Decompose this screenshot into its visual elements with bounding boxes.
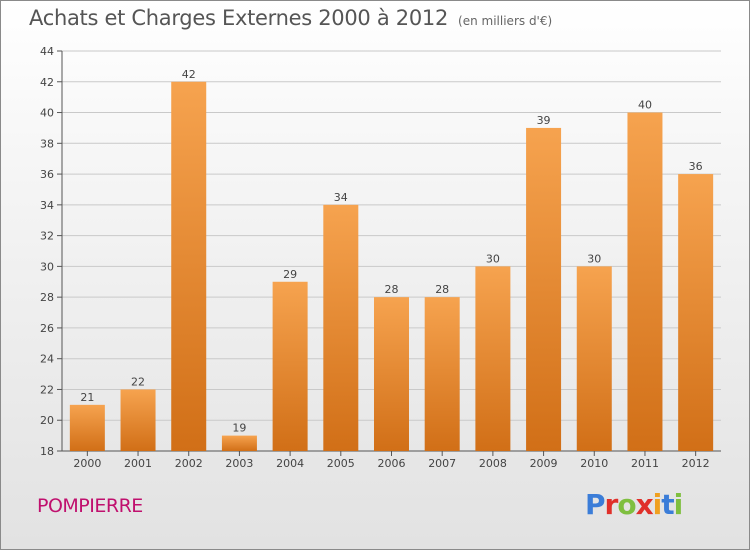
y-tick-label: 30 (40, 260, 54, 273)
logo-letter: x (635, 488, 654, 521)
logo-letter: o (617, 488, 636, 521)
x-tick-label: 2003 (225, 457, 253, 470)
x-tick-label: 2005 (327, 457, 355, 470)
data-label: 30 (486, 252, 500, 265)
data-label: 39 (537, 114, 551, 127)
bar (323, 204, 359, 451)
data-label: 34 (334, 191, 348, 204)
y-tick-label: 34 (40, 199, 54, 212)
data-label: 19 (232, 422, 246, 435)
x-tick-label: 2011 (631, 457, 659, 470)
logo-letter: t (661, 488, 674, 521)
data-label: 40 (638, 99, 652, 112)
x-tick-label: 2004 (276, 457, 304, 470)
bar (475, 266, 511, 451)
y-tick-label: 38 (40, 137, 54, 150)
y-tick-label: 40 (40, 107, 54, 120)
logo-letter: i (652, 488, 663, 521)
logo-letter: i (673, 488, 684, 521)
y-tick-label: 26 (40, 322, 54, 335)
commune-name: POMPIERRE (37, 495, 143, 517)
chart-title: Achats et Charges Externes 2000 à 2012 (e… (29, 6, 552, 30)
y-tick-label: 18 (40, 445, 54, 458)
bar (69, 404, 105, 451)
y-tick-label: 24 (40, 353, 54, 366)
x-tick-label: 2006 (378, 457, 406, 470)
proxiti-logo: Proxiti (585, 488, 684, 521)
x-tick-label: 2001 (124, 457, 152, 470)
x-tick-label: 2002 (175, 457, 203, 470)
x-tick-label: 2009 (530, 457, 558, 470)
data-label: 28 (435, 283, 449, 296)
x-tick-label: 2000 (73, 457, 101, 470)
bar (627, 112, 663, 452)
data-label: 21 (80, 391, 94, 404)
data-label: 29 (283, 268, 297, 281)
unit-label: (en milliers d'€) (458, 14, 553, 28)
bar (221, 435, 257, 451)
x-tick-label: 2008 (479, 457, 507, 470)
bar (171, 81, 207, 452)
bar (120, 389, 156, 451)
y-tick-label: 44 (40, 45, 54, 58)
bar (424, 297, 460, 451)
data-label: 28 (385, 283, 399, 296)
y-tick-label: 22 (40, 383, 54, 396)
y-tick-label: 28 (40, 291, 54, 304)
title-text: Achats et Charges Externes 2000 à 2012 (29, 6, 449, 30)
y-tick-label: 42 (40, 76, 54, 89)
logo-letter: P (585, 488, 606, 521)
logo-letter: r (604, 488, 619, 521)
bar (576, 266, 612, 451)
data-label: 36 (689, 160, 703, 173)
data-label: 42 (182, 68, 196, 81)
y-tick-label: 32 (40, 230, 54, 243)
y-tick-label: 36 (40, 168, 54, 181)
data-label: 22 (131, 375, 145, 388)
y-tick-label: 20 (40, 414, 54, 427)
x-tick-label: 2007 (428, 457, 456, 470)
bar (678, 174, 714, 452)
x-tick-label: 2012 (682, 457, 710, 470)
bar (526, 127, 562, 451)
bar (272, 281, 308, 451)
x-tick-label: 2010 (580, 457, 608, 470)
bar (374, 297, 409, 451)
data-label: 30 (587, 252, 601, 265)
